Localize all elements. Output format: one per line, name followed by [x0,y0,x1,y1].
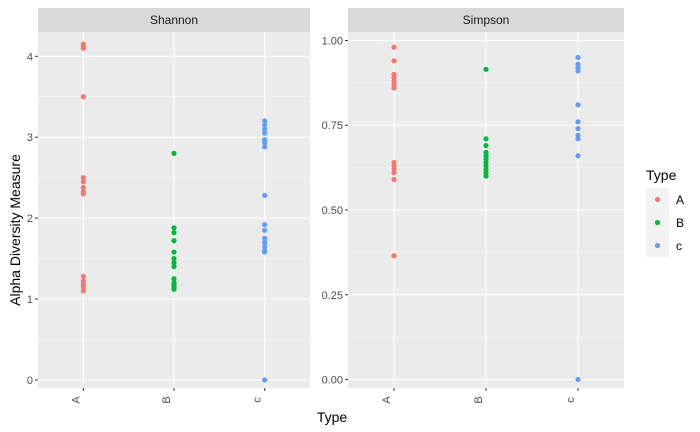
data-point-A [80,184,86,190]
x-tick-label: B [161,396,173,403]
data-point-A [391,44,397,50]
data-point-A [80,175,86,181]
data-point-c [575,126,581,132]
data-point-c [575,119,581,125]
data-point-A [80,273,86,279]
data-point-c [262,144,268,150]
data-point-c [262,235,268,241]
data-point-c [262,239,268,245]
legend-label: A [676,193,684,207]
data-point-A [80,288,86,294]
data-point-c [575,376,581,383]
data-point-c [262,377,268,383]
data-point-B [171,264,177,270]
x-axis-title: Type [317,409,348,425]
data-point-A [391,253,397,259]
data-point-c [262,192,268,199]
x-tick-label: B [473,396,485,403]
data-point-A [391,176,397,183]
data-point-B [171,255,177,262]
data-point-B [171,238,177,244]
data-point-c [262,118,268,124]
y-tick-label: 0.75 [322,120,343,132]
strip-background [38,8,310,32]
data-point-A [391,58,397,64]
data-point-c [262,140,268,146]
data-point-c [262,126,268,132]
data-point-B [171,259,177,266]
x-tick-label: c [565,397,577,403]
legend-item-c: c [646,234,682,257]
data-point-c [575,68,581,74]
strip-title: Shannon [150,13,198,27]
legend-label: B [676,216,684,230]
data-point-B [171,276,177,282]
data-point-c [262,227,268,233]
legend: Type ABc [646,167,684,257]
legend-marker [654,196,661,203]
legend-marker [654,242,661,249]
data-point-c [262,243,268,250]
data-point-B [483,136,489,142]
data-point-A [80,284,86,290]
legend-label: c [676,239,682,253]
data-point-c [575,102,581,108]
data-point-A [80,45,86,51]
y-tick-label: 1 [27,294,33,306]
data-point-c [262,122,268,128]
x-tick-label: c [252,397,264,403]
data-point-B [483,173,489,179]
data-point-A [80,179,86,185]
data-point-B [171,230,177,236]
data-point-A [391,85,397,91]
legend-item-A: A [646,188,684,211]
data-point-c [262,130,268,136]
y-tick-label: 3 [27,132,33,144]
strip-background [348,8,624,32]
data-point-B [171,225,177,231]
legend-title: Type [646,167,677,183]
data-point-B [171,150,177,156]
data-point-B [171,286,177,292]
data-point-c [575,54,581,61]
y-tick-label: 4 [27,51,33,63]
data-point-A [80,191,86,197]
data-point-c [575,136,581,142]
data-point-A [391,170,397,176]
data-point-c [575,153,581,159]
x-tick-label: A [70,396,82,404]
legend-item-B: B [646,211,684,234]
data-point-B [483,66,489,72]
y-tick-label: 0.00 [322,375,343,387]
legend-marker [654,219,661,226]
data-point-B [171,249,177,255]
strip-title: Simpson [463,13,510,27]
data-point-c [262,221,268,228]
y-tick-label: 0 [27,375,33,387]
data-point-A [80,94,86,100]
data-point-B [483,142,489,149]
x-tick-label: A [381,396,393,404]
data-point-c [262,249,268,255]
y-tick-label: 0.50 [322,205,343,217]
y-tick-label: 2 [27,213,33,225]
y-tick-label: 0.25 [322,290,343,302]
y-tick-label: 1.00 [322,35,343,47]
y-axis-title: Alpha Diversity Measure [7,154,23,306]
